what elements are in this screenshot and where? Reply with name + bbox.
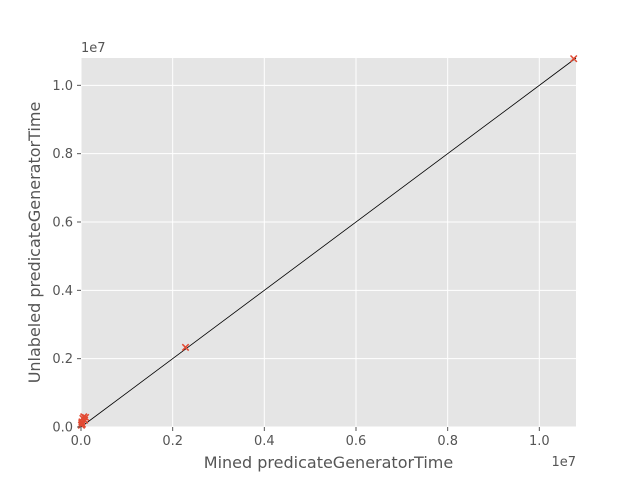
x-tick-label: 0.8 [437, 434, 458, 449]
y-tick-label: 1.0 [52, 79, 73, 94]
x-tick-label: 0.4 [254, 434, 275, 449]
grid-lines [80, 58, 576, 428]
y-axis-ticks: 0.0 0.2 0.4 0.6 0.8 1.0 [52, 79, 81, 436]
y-tick-label: 0.8 [52, 147, 73, 162]
y-tick-label: 0.2 [52, 352, 73, 367]
x-tick-label: 1.0 [529, 434, 550, 449]
y-tick-label: 0.6 [52, 216, 73, 231]
y-tick-label: 0.4 [52, 284, 73, 299]
x-offset-label: 1e7 [551, 455, 576, 470]
x-axis-label: Mined predicateGeneratorTime [204, 453, 453, 472]
x-tick-label: 0.2 [162, 434, 183, 449]
data-point-marker [181, 343, 190, 352]
y-offset-label: 1e7 [81, 41, 106, 56]
diagonal-reference-line [80, 57, 577, 428]
y-tick-label: 0.0 [52, 421, 73, 436]
x-tick-label: 0.6 [346, 434, 367, 449]
data-point-marker [569, 54, 578, 63]
x-axis-ticks: 0.0 0.2 0.4 0.6 0.8 1.0 [71, 427, 550, 449]
y-axis-label: Unlabeled predicateGeneratorTime [25, 102, 44, 384]
data-point-marker [81, 413, 90, 422]
data-points [77, 54, 578, 430]
reference-line-group [80, 57, 577, 428]
x-tick-label: 0.0 [71, 434, 92, 449]
data-point-marker [77, 419, 86, 428]
